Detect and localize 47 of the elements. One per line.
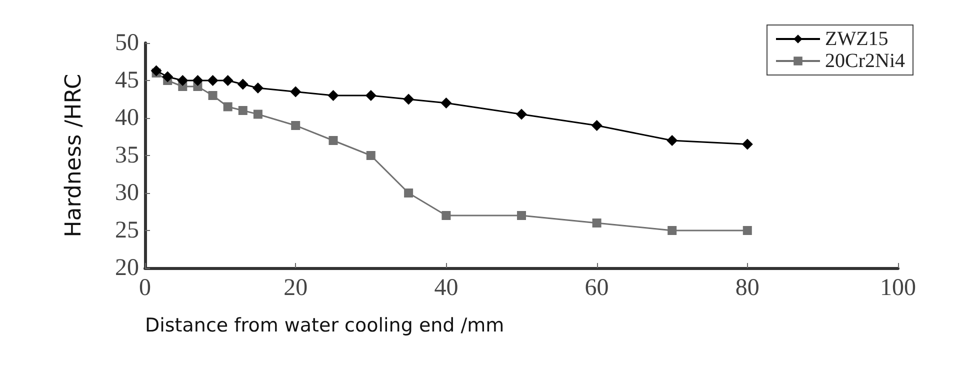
point <box>207 75 218 86</box>
point <box>290 86 302 98</box>
point <box>403 94 414 105</box>
point <box>192 75 204 86</box>
point <box>328 90 339 101</box>
y-tick-label: 45 <box>115 68 139 94</box>
point <box>440 98 452 108</box>
point <box>328 136 338 145</box>
legend-label: 20Cr2Ni4 <box>825 50 905 72</box>
point <box>517 211 526 220</box>
point <box>237 78 248 90</box>
point <box>252 82 264 94</box>
x-tick-label: 20 <box>284 275 308 301</box>
y-tick-label: 30 <box>115 180 139 206</box>
point <box>162 71 174 82</box>
x-tick-label: 80 <box>735 275 760 301</box>
point <box>365 90 376 101</box>
point <box>668 226 677 235</box>
point <box>223 102 232 112</box>
point <box>177 75 188 86</box>
point <box>150 65 162 76</box>
point <box>253 110 262 119</box>
y-axis-title: Hardness /HRC <box>62 74 86 238</box>
y-tick-label: 50 <box>115 30 139 56</box>
x-tick-label: 100 <box>880 275 916 301</box>
point <box>742 226 752 235</box>
point <box>666 135 678 146</box>
x-axis-title: Distance from water cooling end /mm <box>145 314 504 336</box>
y-tick-label: 25 <box>115 218 139 244</box>
point <box>516 108 527 120</box>
y-tick-label: 40 <box>115 105 139 131</box>
point <box>442 211 451 220</box>
legend-label: ZWZ15 <box>825 28 888 50</box>
point <box>591 120 602 131</box>
point <box>366 151 376 160</box>
point <box>222 75 234 86</box>
x-tick-label: 0 <box>139 275 151 301</box>
x-tick-label: 60 <box>584 275 609 301</box>
point <box>592 218 602 228</box>
y-tick-label: 35 <box>115 142 139 168</box>
y-tick-label: 20 <box>115 255 139 281</box>
point <box>404 188 414 198</box>
x-tick-label: 40 <box>434 275 458 301</box>
point <box>208 91 218 100</box>
point <box>291 121 300 130</box>
point <box>238 106 248 115</box>
point <box>742 138 753 150</box>
